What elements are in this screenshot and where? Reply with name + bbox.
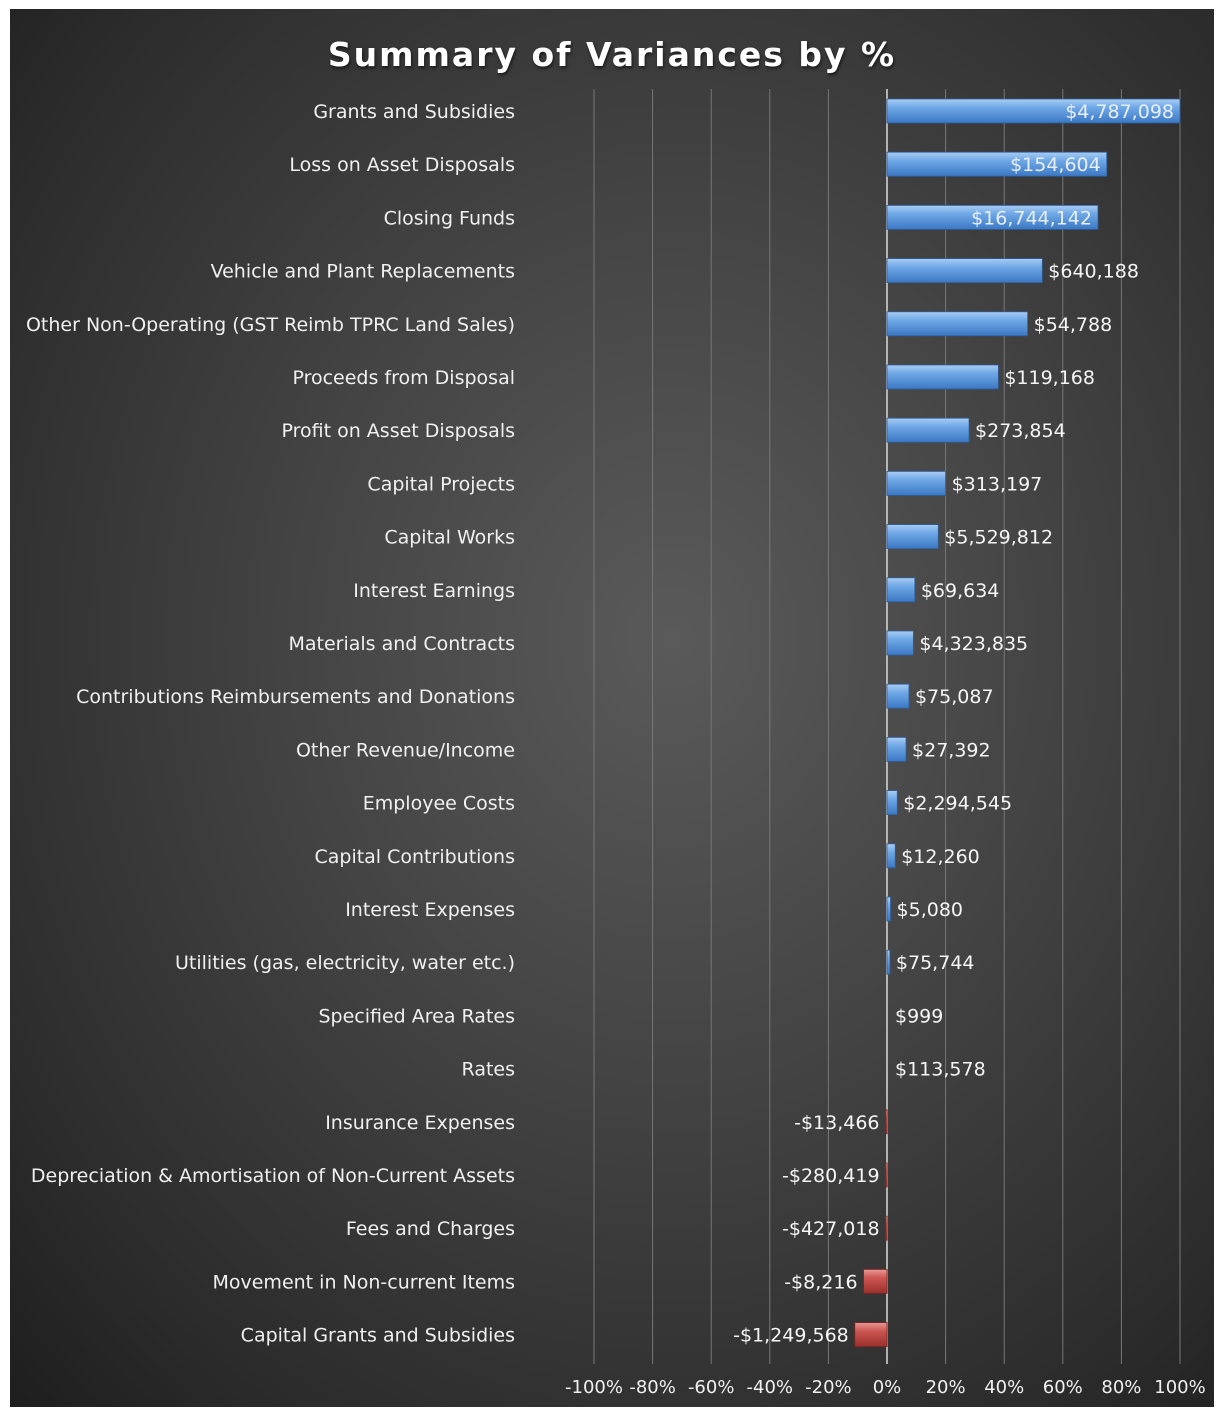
category-label: Depreciation & Amortisation of Non-Curre… [31, 1165, 515, 1187]
category-label: Other Non-Operating (GST Reimb TPRC Land… [26, 314, 515, 336]
data-label: -$1,249,568 [733, 1325, 849, 1347]
category-label: Interest Expenses [345, 899, 515, 921]
bar [886, 204, 1099, 230]
data-label: $999 [895, 1005, 943, 1027]
chart-title: Summary of Variances by % [327, 35, 897, 74]
data-label: $119,168 [1004, 367, 1095, 389]
category-label: Specified Area Rates [318, 1005, 515, 1027]
category-label: Grants and Subsidies [313, 101, 515, 123]
bar [885, 1162, 888, 1188]
bar [886, 630, 914, 656]
category-label: Contributions Reimbursements and Donatio… [76, 686, 515, 708]
data-label: $5,529,812 [944, 527, 1053, 549]
category-label: Rates [462, 1059, 515, 1081]
data-label: $4,323,835 [919, 633, 1028, 655]
category-label: Profit on Asset Disposals [282, 420, 516, 442]
x-tick-label: 40% [984, 1377, 1024, 1398]
data-label: $273,854 [975, 420, 1066, 442]
data-label: -$427,018 [782, 1218, 880, 1240]
category-label: Interest Earnings [353, 580, 515, 602]
x-tick-label: -60% [688, 1377, 735, 1398]
data-label: $154,604 [1010, 154, 1101, 176]
category-label: Loss on Asset Disposals [289, 154, 515, 176]
category-label: Materials and Contracts [288, 633, 515, 655]
category-label: Insurance Expenses [325, 1112, 515, 1134]
category-label: Capital Grants and Subsidies [241, 1325, 515, 1347]
data-label: $75,744 [896, 952, 975, 974]
data-label: $69,634 [921, 580, 1000, 602]
data-label: $54,788 [1034, 314, 1113, 336]
bar [886, 577, 916, 603]
data-label: $5,080 [897, 899, 963, 921]
data-label: -$13,466 [794, 1112, 879, 1134]
bar [886, 843, 896, 869]
category-label: Other Revenue/Income [296, 739, 515, 761]
x-tick-label: 0% [873, 1377, 902, 1398]
bar [886, 364, 999, 390]
x-tick-label: -100% [565, 1377, 623, 1398]
x-tick-label: 60% [1043, 1377, 1083, 1398]
category-label: Closing Funds [384, 207, 515, 229]
category-label: Capital Contributions [314, 846, 515, 868]
bar [886, 417, 970, 443]
x-tick-label: -80% [629, 1377, 676, 1398]
category-label: Utilities (gas, electricity, water etc.) [175, 952, 515, 974]
x-tick-label: 100% [1154, 1377, 1205, 1398]
x-tick-label: -20% [805, 1377, 852, 1398]
bar [886, 151, 1108, 177]
data-label: $640,188 [1048, 261, 1139, 283]
x-tick-label: -40% [747, 1377, 794, 1398]
bar [885, 1215, 888, 1241]
data-label: $75,087 [915, 686, 994, 708]
data-label: $113,578 [895, 1059, 986, 1081]
category-label: Proceeds from Disposal [292, 367, 515, 389]
x-tick-label: 20% [926, 1377, 966, 1398]
bar [886, 790, 898, 815]
bar [885, 1109, 888, 1135]
category-label: Capital Projects [367, 473, 515, 495]
bar [886, 470, 946, 496]
chart-area: Summary of Variances by % -100% -80% -60% -… [10, 9, 1214, 1407]
bar [886, 737, 907, 762]
bar [886, 683, 910, 709]
data-label: -$280,419 [782, 1165, 880, 1187]
bar [854, 1322, 888, 1347]
category-label: Vehicle and Plant Replacements [211, 261, 515, 283]
bar [886, 98, 1181, 124]
bar-chart: -100% -80% -60% -40% -20% 0% 20% 40% 60% 80% 100% G… [26, 89, 1206, 1398]
category-label: Capital Works [384, 527, 515, 549]
data-label: $4,787,098 [1065, 101, 1174, 123]
bar [863, 1269, 888, 1294]
bar [886, 949, 891, 975]
data-label: $27,392 [912, 739, 991, 761]
category-label: Employee Costs [363, 793, 515, 815]
data-label: $2,294,545 [903, 793, 1012, 815]
category-label: Fees and Charges [346, 1218, 515, 1240]
bar [886, 896, 891, 922]
x-tick-label: 80% [1101, 1377, 1141, 1398]
bar [886, 524, 939, 549]
data-label: -$8,216 [784, 1271, 857, 1293]
bar [886, 258, 1043, 284]
data-label: $16,744,142 [971, 207, 1092, 229]
data-label: $12,260 [901, 846, 980, 868]
data-label: $313,197 [952, 473, 1043, 495]
category-label: Movement in Non-current Items [212, 1271, 515, 1293]
bar [886, 311, 1029, 337]
